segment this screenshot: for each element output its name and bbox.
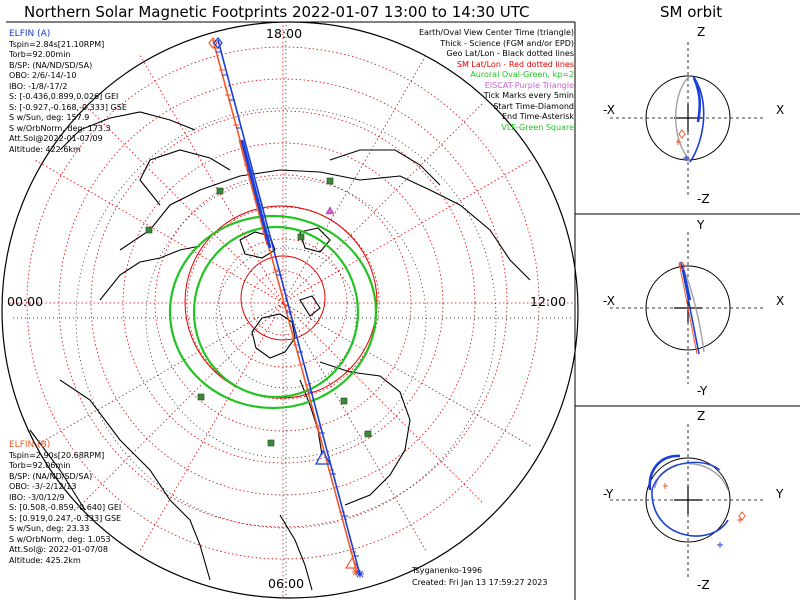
elfin-b-line: B/SP: (NA/ND/SD/SA) xyxy=(9,471,93,481)
elfin-a-line: Torb=92.00min xyxy=(9,50,71,59)
auroral-oval-outer xyxy=(168,214,378,410)
hour-label-top: 18:00 xyxy=(266,26,303,41)
panel2-left-label: -X xyxy=(603,294,615,308)
legend-item: Auroral Oval-Green, kp=2 xyxy=(470,70,574,79)
elfin-b-info: ELFIN (B) Tspin=2.90s[20.68RPM] Torb=92.… xyxy=(9,440,121,566)
sm-grid xyxy=(8,22,575,598)
panel1-left-label: -X xyxy=(603,103,615,117)
legend-item: End Time-Asterisk xyxy=(501,112,574,121)
legend: Earth/Oval View Center Time (triangle) T… xyxy=(419,28,574,133)
elfin-b-line: S: [0.508,-0.859,-0.640] GEI xyxy=(9,503,122,512)
vlf-square xyxy=(340,397,348,405)
elfin-b-line: OBO: -3/-2/12/13 xyxy=(9,482,77,491)
sm-orbit-panel-yz xyxy=(610,424,766,578)
elfin-a-line: Altitude: 422.6km xyxy=(9,144,81,154)
legend-item: Geo Lat/Lon - Black dotted lines xyxy=(446,49,574,58)
legend-item: Thick - Science (FGM and/or EPD) xyxy=(440,38,574,48)
elfin-a-line: IBO: -1/8/-17/2 xyxy=(9,81,68,91)
elfin-b-line: Tspin=2.90s[20.68RPM] xyxy=(9,450,105,460)
continent-outlines xyxy=(29,111,531,591)
geo-grid xyxy=(10,24,572,597)
elfin-b-line: S w/OrbNorm, deg: 1.053 xyxy=(9,534,111,544)
panel1-bottom-label: -Z xyxy=(697,192,710,206)
elfin-a-line: S: [-0.436,0.899,0.026] GEI xyxy=(9,92,119,101)
legend-item: Start Time-Diamond xyxy=(493,101,574,111)
vlf-square xyxy=(267,439,275,447)
elfin-b-line: Att.Sol@: 2022-01-07/08 xyxy=(9,545,108,554)
elfin-a-line: S: [-0.927,-0.168,-0.333] GSE xyxy=(9,102,127,112)
elfin-a-end-asterisk xyxy=(356,570,364,578)
elfin-a-info: ELFIN (A) Tspin=2.84s[21.10RPM] Torb=92.… xyxy=(9,29,127,155)
elfin-b-line: S: [0.919,0.247,-0.333] GSE xyxy=(9,513,122,523)
elfin-a-line: S w/Sun, deg: 157.9 xyxy=(9,113,90,122)
model-credit: Tsyganenko-1996 xyxy=(412,566,483,575)
panel1-top-label: Z xyxy=(697,25,706,39)
globe-outline xyxy=(1,21,579,599)
panel2-top-label: Y xyxy=(697,218,705,232)
elfin-a-name: ELFIN (A) xyxy=(9,29,51,39)
sm-orbit-panel-xy xyxy=(610,232,766,384)
panel3-bottom-label: -Z xyxy=(697,578,710,592)
eiscat-triangle xyxy=(325,206,335,215)
panel3-right-label: Y xyxy=(776,487,784,501)
elfin-b-track xyxy=(208,37,360,576)
elfin-a-line: S w/OrbNorm, deg: 173.3 xyxy=(9,123,111,133)
legend-item: Earth/Oval View Center Time (triangle) xyxy=(418,28,574,37)
legend-item: SM Lat/Lon - Red dotted lines xyxy=(456,59,574,69)
elfin-b-name: ELFIN (B) xyxy=(9,440,51,450)
vlf-stations xyxy=(145,177,372,447)
elfin-a-start-diamond xyxy=(213,37,223,49)
vlf-square xyxy=(216,187,224,195)
elfin-b-line: IBO: -3/0/12/9 xyxy=(9,492,65,502)
legend-item: EISCAT-Purple Triangle xyxy=(484,80,574,90)
sm-mid-circle xyxy=(184,205,378,399)
elfin-a-line: OBO: 2/6/-14/-10 xyxy=(9,71,77,80)
vlf-square xyxy=(326,177,334,185)
sm-orbit-title: SM orbit xyxy=(660,3,723,21)
auroral-oval-inner xyxy=(192,225,360,399)
vlf-square xyxy=(364,430,372,438)
elfin-a-line: Att.Sol@2022-01-07/09 xyxy=(9,134,103,143)
created-timestamp: Created: Fri Jan 13 17:59:27 2023 xyxy=(412,578,548,587)
hour-label-bottom: 06:00 xyxy=(268,576,305,591)
hour-label-left: 00:00 xyxy=(7,294,44,309)
sm-inner-circle xyxy=(240,255,326,341)
vlf-square xyxy=(145,226,153,234)
elfin-a-center-triangle xyxy=(314,449,332,465)
hour-label-right: 12:00 xyxy=(530,294,567,309)
panel2-right-label: X xyxy=(776,294,785,308)
vlf-square xyxy=(297,233,305,241)
legend-item: Tick Marks every 5min xyxy=(483,91,574,100)
legend-item: VLF-Green Square xyxy=(501,122,574,132)
vlf-square xyxy=(197,393,205,401)
page-title: Northern Solar Magnetic Footprints 2022-… xyxy=(24,3,530,21)
elfin-b-line: S w/Sun, deg: 23.33 xyxy=(9,524,90,533)
panel3-top-label: Z xyxy=(697,409,706,423)
sm-orbit-panel-xz xyxy=(610,42,766,195)
elfin-b-center-triangle xyxy=(344,556,360,569)
elfin-a-line: B/SP: (NA/ND/SD/SA) xyxy=(9,60,93,70)
panel3-left-label: -Y xyxy=(603,487,614,501)
elfin-b-line: Torb=92.06min xyxy=(9,461,71,470)
panel2-bottom-label: -Y xyxy=(697,384,708,398)
panel1-right-label: X xyxy=(776,103,785,117)
elfin-b-end-asterisk xyxy=(352,568,360,576)
elfin-a-line: Tspin=2.84s[21.10RPM] xyxy=(9,39,105,49)
elfin-a-track xyxy=(213,37,364,578)
elfin-b-line: Altitude: 425.2km xyxy=(9,555,81,565)
